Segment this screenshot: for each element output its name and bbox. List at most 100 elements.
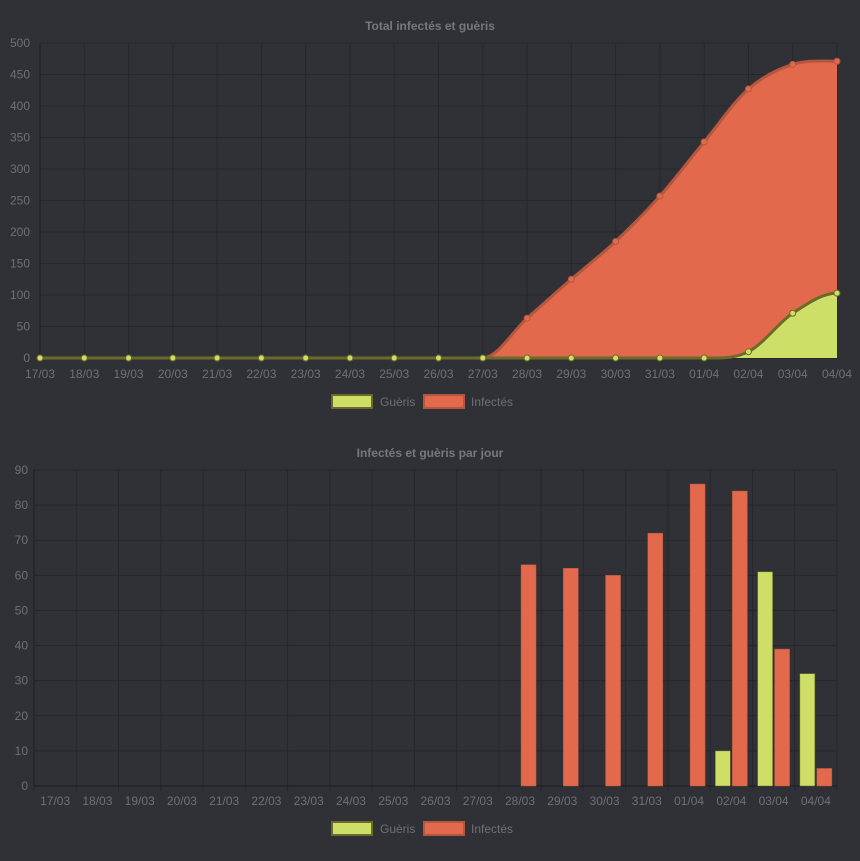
legend-label-gueris: Guèris: [380, 395, 415, 409]
x-tick-label: 26/03: [423, 367, 453, 381]
legend-label-infectes: Infectés: [471, 395, 513, 409]
x-tick-label: 03/04: [778, 367, 808, 381]
point-infectes: [789, 60, 797, 68]
bar-infectes: [816, 768, 833, 787]
y-tick-label: 100: [10, 288, 30, 302]
y-tick-label: 0: [23, 351, 30, 365]
point-gueris: [567, 354, 575, 362]
legend-swatch-infectes: [423, 394, 465, 409]
x-tick-label: 02/04: [733, 367, 763, 381]
point-infectes: [656, 192, 664, 200]
x-tick-label: 27/03: [468, 367, 498, 381]
point-gueris: [612, 354, 620, 362]
y-tick-label: 90: [15, 463, 29, 477]
x-tick-label: 23/03: [294, 794, 324, 808]
point-gueris: [169, 354, 177, 362]
point-infectes: [833, 57, 841, 65]
x-tick-label: 19/03: [114, 367, 144, 381]
x-tick-label: 30/03: [601, 367, 631, 381]
point-gueris: [523, 354, 531, 362]
x-tick-label: 21/03: [209, 794, 239, 808]
x-tick-label: 22/03: [251, 794, 281, 808]
x-tick-label: 01/04: [674, 794, 704, 808]
x-tick-label: 24/03: [336, 794, 366, 808]
chart-title: Total infectés et guèris: [365, 19, 495, 33]
point-infectes: [567, 275, 575, 283]
x-tick-label: 20/03: [167, 794, 197, 808]
x-tick-label: 17/03: [25, 367, 55, 381]
x-tick-label: 26/03: [420, 794, 450, 808]
bar-infectes: [774, 648, 790, 787]
legend-label-gueris: Guèris: [380, 822, 415, 836]
x-tick-label: 28/03: [505, 794, 535, 808]
point-infectes: [523, 314, 531, 322]
y-tick-label: 50: [17, 320, 31, 334]
point-gueris: [656, 354, 664, 362]
x-tick-label: 17/03: [40, 794, 70, 808]
bar-infectes: [732, 490, 748, 787]
x-tick-label: 30/03: [590, 794, 620, 808]
x-tick-label: 31/03: [632, 794, 662, 808]
y-tick-label: 200: [10, 225, 30, 239]
area-infectes: [40, 61, 837, 359]
y-tick-label: 20: [15, 709, 29, 723]
y-tick-label: 80: [15, 498, 29, 512]
y-tick-label: 60: [15, 568, 29, 582]
bar-infectes: [520, 564, 537, 787]
point-gueris: [257, 354, 265, 362]
y-tick-label: 40: [15, 639, 29, 653]
point-infectes: [700, 138, 708, 146]
point-infectes: [744, 85, 752, 93]
point-gueris: [789, 309, 797, 317]
total-chart: Total infectés et guèris 0 50 100 150 200 250 3…: [10, 19, 852, 409]
y-tick-label: 250: [10, 194, 30, 208]
legend-label-infectes: Infectés: [471, 822, 513, 836]
y-tick-label: 350: [10, 131, 30, 145]
bar-infectes: [689, 483, 706, 787]
y-tick-label: 400: [10, 99, 30, 113]
legend-swatch-infectes: [423, 821, 465, 836]
x-tick-label: 04/04: [801, 794, 831, 808]
point-gueris: [346, 354, 354, 362]
legend-swatch-gueris: [331, 394, 373, 409]
x-tick-label: 28/03: [512, 367, 542, 381]
y-tick-label: 0: [21, 779, 28, 793]
y-tick-label: 300: [10, 162, 30, 176]
x-tick-label: 21/03: [202, 367, 232, 381]
y-tick-label: 70: [15, 533, 29, 547]
point-gueris: [36, 354, 44, 362]
point-gueris: [833, 289, 841, 297]
point-gueris: [435, 354, 442, 362]
point-infectes: [612, 237, 620, 245]
x-tick-label: 01/04: [689, 367, 719, 381]
x-tick-label: 29/03: [547, 794, 577, 808]
y-tick-label: 30: [15, 674, 29, 688]
point-gueris: [213, 354, 221, 362]
x-tick-label: 29/03: [556, 367, 586, 381]
x-tick-label: 25/03: [379, 367, 409, 381]
x-tick-label: 24/03: [335, 367, 365, 381]
x-tick-label: 04/04: [822, 367, 852, 381]
point-gueris: [744, 348, 752, 356]
y-tick-label: 450: [10, 68, 30, 82]
x-tick-label: 23/03: [291, 367, 321, 381]
point-gueris: [390, 354, 398, 362]
x-tick-label: 25/03: [378, 794, 408, 808]
point-gueris: [80, 354, 88, 362]
x-tick-label: 19/03: [125, 794, 155, 808]
y-tick-label: 50: [15, 603, 29, 617]
x-tick-label: 02/04: [716, 794, 746, 808]
bar-gueris: [757, 571, 773, 787]
point-gueris: [479, 354, 487, 362]
x-tick-label: 31/03: [645, 367, 675, 381]
x-tick-label: 22/03: [246, 367, 276, 381]
bar-gueris: [715, 750, 731, 787]
y-tick-label: 150: [10, 257, 30, 271]
x-tick-label: 18/03: [69, 367, 99, 381]
x-tick-label: 18/03: [82, 794, 112, 808]
bar-gueris: [799, 673, 816, 787]
point-gueris: [125, 354, 133, 362]
bar-infectes: [647, 532, 664, 787]
bar-infectes: [605, 575, 621, 787]
bar-infectes: [563, 568, 579, 787]
